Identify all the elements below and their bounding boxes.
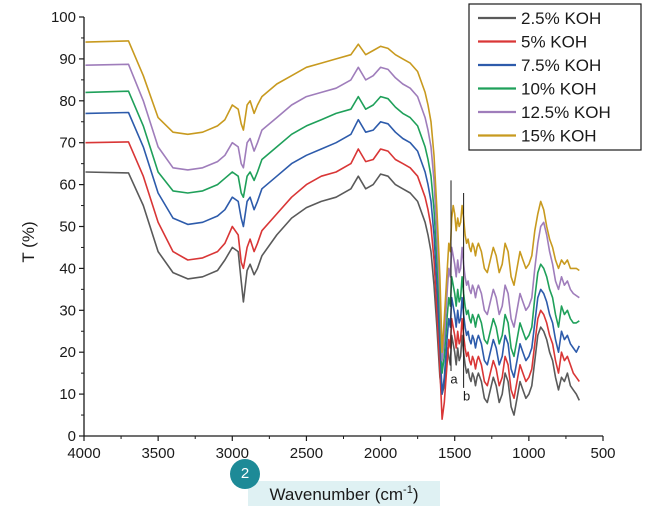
x-tick-label: 2500 — [290, 445, 323, 462]
legend-label-5: 12.5% KOH — [521, 103, 611, 122]
x-axis-title-highlight — [248, 481, 440, 506]
series-line-6 — [85, 40, 580, 354]
legend-label-3: 7.5% KOH — [521, 56, 601, 75]
x-tick-label: 4000 — [67, 445, 100, 462]
x-tick-label: 3000 — [216, 445, 249, 462]
y-tick-label: 80 — [59, 93, 76, 110]
y-tick-label: 10 — [59, 386, 76, 403]
legend-box — [468, 3, 642, 151]
legend-label-2: 5% KOH — [521, 33, 587, 52]
legend-label-4: 10% KOH — [521, 80, 597, 99]
annotation-label-a: a — [450, 372, 458, 387]
legend-label-6: 15% KOH — [521, 127, 597, 146]
y-tick-label: 50 — [59, 219, 76, 236]
legend: 2.5% KOH 5% KOH 7.5% KOH 10% KOH 12.5% KOH 15… — [468, 3, 642, 151]
x-tick-label: 3500 — [141, 445, 174, 462]
plot-lines — [85, 40, 581, 421]
y-tick-label: 40 — [59, 260, 76, 277]
y-tick-label: 90 — [59, 51, 76, 68]
x-tick-label: 2000 — [364, 445, 397, 462]
annotations: ab — [450, 180, 470, 403]
annotation-label-b: b — [463, 388, 470, 403]
y-tick-label: 70 — [59, 135, 76, 152]
series-line-5 — [85, 63, 580, 362]
series-line-3 — [85, 111, 581, 395]
y-axis-title: T (%) — [19, 221, 38, 262]
series-line-4 — [85, 90, 580, 374]
x-tick-label: 500 — [590, 445, 615, 462]
y-tick-label: 30 — [59, 302, 76, 319]
y-tick-label: 60 — [59, 177, 76, 194]
y-tick-label: 100 — [51, 9, 76, 26]
series-line-2 — [85, 141, 580, 421]
y-tick-label: 0 — [68, 428, 76, 445]
x-tick-label: 1000 — [512, 445, 545, 462]
x-tick-label: 1500 — [438, 445, 471, 462]
series-line-1 — [85, 171, 581, 416]
figure-badge: 2 — [230, 459, 260, 489]
legend-label-1: 2.5% KOH — [521, 9, 601, 28]
y-tick-label: 20 — [59, 344, 76, 361]
ticks: 4000 3500 3000 2500 2000 1500 1000 500 0 10 20 30 40… — [51, 9, 616, 462]
